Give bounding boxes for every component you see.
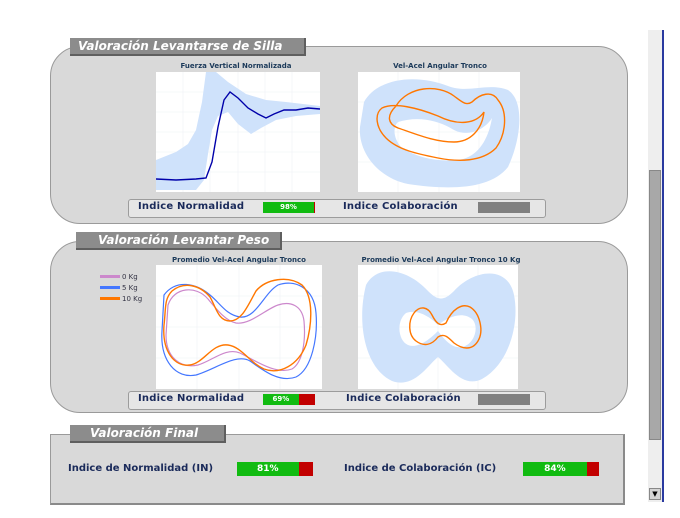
- weight-colaboracion-label: Indice Colaboración: [346, 393, 461, 404]
- weight-legend: 0 Kg 5 Kg 10 Kg: [100, 271, 142, 304]
- scrollbar-thumb[interactable]: [649, 170, 661, 440]
- avg-trunk-10kg-chart-title: Promedio Vel-Acel Angular Tronco 10 Kg: [361, 256, 521, 264]
- chair-normalidad-meter: 98%: [263, 202, 315, 213]
- chair-colaboracion-label: Indice Colaboración: [343, 201, 458, 212]
- weight-index-bar: [128, 391, 546, 410]
- vertical-force-chart-title: Fuerza Vertical Normalizada: [180, 62, 292, 70]
- avg-trunk-chart: [156, 265, 322, 389]
- weight-colaboracion-meter: [478, 394, 530, 405]
- chair-index-bar: [128, 199, 546, 218]
- final-normalidad-fill: 81%: [237, 462, 299, 476]
- chair-panel: [50, 46, 628, 224]
- vertical-scrollbar[interactable]: ▼: [648, 30, 662, 502]
- weight-normalidad-label: Indice Normalidad: [138, 393, 245, 404]
- final-colaboracion-label: Indice de Colaboración (IC): [344, 463, 497, 474]
- vertical-force-chart: [156, 72, 320, 192]
- trunk-angular-chart-title: Vel-Acel Angular Tronco: [393, 62, 487, 70]
- chair-normalidad-label: Indice Normalidad: [138, 201, 245, 212]
- weight-section-title: Valoración Levantar Peso: [76, 232, 282, 250]
- weight-normalidad-meter: 69%: [263, 394, 315, 405]
- chair-colaboracion-meter: [478, 202, 530, 213]
- weight-panel: [50, 241, 628, 413]
- window-edge: [662, 30, 664, 502]
- legend-item-5kg: 5 Kg: [100, 282, 142, 293]
- scroll-down-arrow-icon[interactable]: ▼: [649, 488, 661, 500]
- legend-item-0kg: 0 Kg: [100, 271, 142, 282]
- trunk-angular-chart: [358, 72, 520, 192]
- avg-trunk-10kg-chart: [358, 265, 518, 389]
- avg-trunk-chart-title: Promedio Vel-Acel Angular Tronco: [172, 256, 306, 264]
- final-section-title: Valoración Final: [70, 425, 226, 443]
- chair-section-title: Valoración Levantarse de Silla: [70, 38, 306, 56]
- final-normalidad-label: Indice de Normalidad (IN): [68, 463, 214, 474]
- final-colaboracion-fill: 84%: [523, 462, 587, 476]
- legend-item-10kg: 10 Kg: [100, 293, 142, 304]
- final-colaboracion-meter: 84%: [523, 462, 599, 476]
- weight-normalidad-fill: 69%: [263, 394, 299, 405]
- chair-normalidad-fill: 98%: [263, 202, 314, 213]
- final-normalidad-meter: 81%: [237, 462, 313, 476]
